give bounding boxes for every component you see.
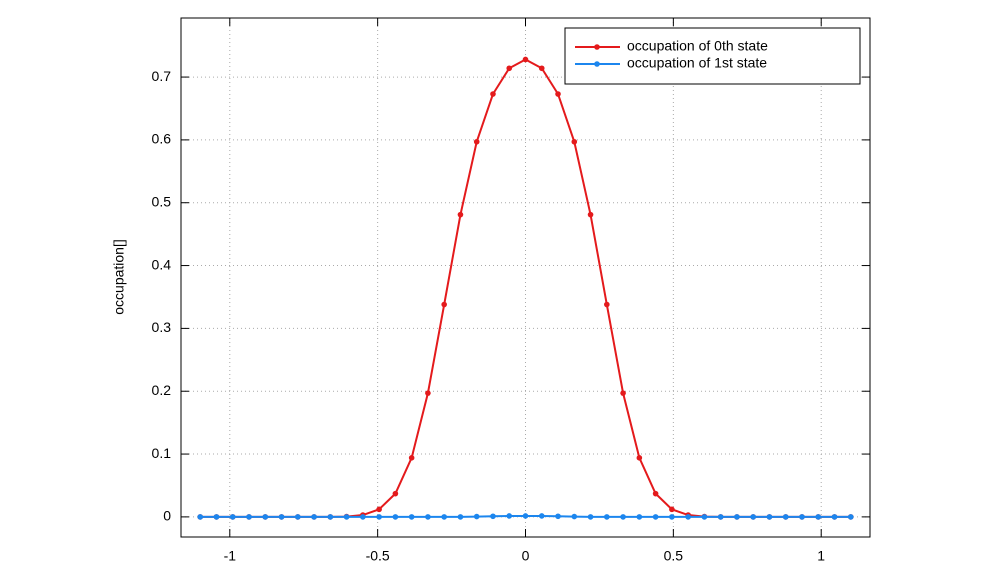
data-point: [376, 506, 382, 513]
data-point: [652, 514, 659, 520]
data-point: [571, 138, 578, 145]
data-point: [587, 514, 594, 520]
data-point: [392, 514, 399, 520]
data-point: [734, 514, 740, 520]
data-point: [636, 514, 643, 520]
data-point: [506, 65, 513, 72]
legend-label: occupation of 1st state: [627, 55, 767, 71]
data-point: [213, 514, 220, 520]
x-tick-label: 1: [817, 548, 825, 564]
y-tick-label: 0.3: [152, 319, 172, 335]
data-point: [392, 490, 399, 497]
data-point: [538, 513, 545, 519]
data-point: [506, 513, 513, 519]
data-point: [669, 514, 675, 520]
data-point: [490, 91, 496, 97]
data-point: [620, 514, 626, 520]
legend-marker: [594, 61, 600, 67]
data-point: [799, 514, 805, 520]
y-tick-label: 0: [163, 508, 171, 524]
data-point: [750, 514, 756, 520]
data-point: [571, 513, 578, 520]
data-point: [620, 390, 626, 396]
data-point: [197, 514, 204, 520]
data-point: [473, 138, 480, 145]
data-point: [847, 514, 854, 520]
data-point: [311, 514, 317, 520]
data-point: [766, 514, 773, 520]
x-tick-label: -1: [224, 548, 237, 564]
data-point: [652, 490, 659, 497]
data-point: [327, 514, 334, 520]
data-point: [685, 514, 691, 520]
data-point: [490, 513, 496, 520]
data-point: [425, 390, 431, 396]
data-point: [555, 513, 561, 520]
data-point: [669, 506, 675, 513]
data-point: [408, 455, 415, 461]
data-point: [473, 513, 480, 520]
data-point: [636, 455, 643, 461]
plot-frame: [180, 17, 871, 538]
y-axis-label: occupation[]: [111, 239, 127, 315]
data-point: [782, 514, 789, 520]
data-point: [831, 514, 838, 520]
data-point: [815, 514, 822, 520]
x-tick-label: 0.5: [664, 548, 684, 564]
x-tick-label: 0: [522, 548, 530, 564]
legend-box: [564, 27, 861, 85]
series-line: [200, 58, 851, 518]
legend-label: occupation of 0th state: [627, 38, 768, 54]
data-point: [587, 211, 594, 218]
data-point: [457, 211, 464, 218]
data-point: [717, 514, 724, 520]
y-tick-label: 0.2: [152, 382, 172, 398]
data-point: [246, 514, 252, 520]
y-tick-label: 0.1: [152, 445, 172, 461]
y-tick-label: 0.6: [152, 131, 172, 147]
data-point: [278, 514, 285, 520]
data-point: [295, 514, 301, 520]
legend-marker: [594, 44, 600, 50]
x-tick-label: -0.5: [366, 548, 390, 564]
data-point: [376, 514, 382, 520]
data-point: [408, 514, 415, 520]
data-point: [522, 513, 529, 519]
data-point: [343, 514, 350, 520]
data-point: [262, 514, 269, 520]
data-point: [701, 514, 708, 520]
data-point: [522, 56, 529, 63]
y-tick-label: 0.5: [152, 193, 172, 209]
data-point: [441, 301, 447, 308]
data-point: [604, 301, 610, 308]
data-point: [555, 91, 561, 97]
data-point: [360, 514, 366, 520]
data-point: [457, 514, 464, 520]
data-point: [425, 514, 431, 520]
data-point: [604, 514, 610, 520]
y-tick-label: 0.4: [152, 256, 172, 272]
data-point: [441, 514, 447, 520]
y-tick-label: 0.7: [152, 68, 172, 84]
data-point: [229, 514, 236, 520]
data-point: [538, 65, 545, 72]
